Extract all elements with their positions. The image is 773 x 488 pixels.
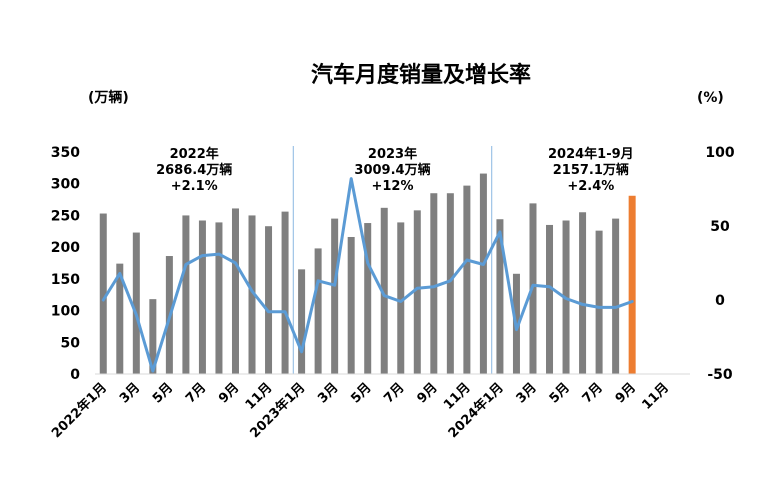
sales-bar-23: [463, 185, 471, 374]
growth-point-30: [581, 303, 584, 306]
growth-point-4: [152, 370, 154, 372]
sales-bar-14: [314, 248, 322, 374]
sales-bar-8: [215, 222, 223, 374]
sales-bar-18: [380, 207, 388, 374]
growth-point-5: [168, 316, 171, 319]
growth-point-1: [102, 299, 105, 301]
sales-bar-4: [149, 299, 157, 374]
growth-point-18: [383, 294, 386, 297]
sales-bar-24: [479, 173, 487, 374]
growth-line-series: [101, 177, 634, 373]
left-tick-label-0: 0: [70, 367, 80, 383]
right-axis-unit: (%): [697, 90, 724, 106]
sales-bar-16: [347, 236, 355, 374]
growth-point-9: [234, 262, 237, 264]
growth-point-14: [317, 279, 319, 282]
growth-point-21: [433, 285, 435, 288]
left-axis-unit: (万辆): [88, 89, 129, 106]
left-tick-label-5: 250: [51, 208, 80, 224]
right-axis-ticks: -50 0 50 100: [705, 145, 734, 383]
growth-point-20: [416, 287, 419, 289]
right-tick-label-2: 50: [710, 219, 730, 235]
left-tick-label-3: 150: [51, 272, 80, 288]
sales-bar-3: [132, 232, 140, 374]
growth-point-27: [532, 284, 534, 287]
growth-point-23: [466, 259, 468, 261]
sales-bar-25: [496, 219, 504, 374]
growth-point-29: [565, 297, 567, 300]
left-tick-label-6: 300: [51, 177, 80, 193]
sales-bar-33: [628, 195, 636, 374]
period-dividers: [292, 146, 493, 374]
growth-point-12: [284, 311, 286, 313]
sales-bar-7: [198, 220, 206, 374]
growth-point-19: [399, 300, 402, 303]
right-tick-label-0: -50: [707, 367, 733, 383]
sales-bar-30: [579, 212, 587, 374]
sales-bar-31: [595, 230, 603, 374]
growth-point-2: [118, 272, 121, 275]
growth-point-32: [614, 306, 617, 309]
growth-point-22: [449, 279, 452, 282]
growth-point-31: [598, 306, 600, 309]
growth-point-28: [548, 285, 551, 288]
right-tick-label-1: 0: [715, 293, 725, 309]
sales-bar-22: [446, 193, 454, 374]
left-tick-label-1: 50: [61, 335, 81, 351]
sales-bar-10: [248, 215, 256, 374]
growth-point-15: [333, 284, 336, 287]
growth-point-8: [218, 253, 220, 255]
sales-bar-2: [116, 263, 124, 374]
annotation-2-line-1: 2023年: [368, 146, 417, 162]
sales-bar-19: [397, 222, 405, 374]
right-tick-label-3: 100: [705, 145, 734, 161]
annotation-1-line-2: 2686.4万辆: [156, 162, 232, 178]
sales-bar-1: [99, 213, 107, 374]
growth-point-11: [267, 311, 270, 313]
annotation-3-line-1: 2024年1-9月: [548, 146, 634, 162]
sales-bar-6: [182, 215, 190, 374]
growth-point-16: [350, 177, 352, 180]
left-tick-label-4: 200: [51, 240, 80, 256]
growth-point-7: [201, 254, 204, 257]
growth-point-17: [366, 262, 369, 264]
sales-bar-9: [231, 208, 239, 374]
annotation-3-line-2: 2157.1万辆: [553, 162, 629, 178]
growth-point-10: [251, 290, 253, 292]
growth-point-26: [515, 328, 518, 331]
sales-bar-17: [364, 223, 372, 374]
annotation-1-line-1: 2022年: [170, 146, 219, 162]
left-tick-label-7: 350: [51, 145, 80, 161]
sales-bar-15: [331, 218, 339, 374]
left-axis-ticks: 0 50 100 150 200 250 300 350: [51, 145, 80, 383]
sales-bar-12: [281, 211, 289, 374]
annotation-2-line-3: +12%: [371, 179, 413, 194]
sales-bar-13: [298, 269, 306, 374]
growth-point-25: [499, 231, 501, 233]
sales-bar-21: [430, 193, 438, 374]
chart-title: 汽车月度销量及增长率: [311, 62, 531, 88]
growth-point-6: [185, 263, 187, 266]
growth-point-33: [631, 300, 633, 303]
annotation-1-line-3: +2.1%: [171, 179, 218, 194]
growth-point-24: [482, 263, 485, 266]
growth-point-3: [135, 314, 138, 316]
sales-bar-32: [612, 218, 620, 374]
sales-bar-11: [265, 226, 273, 374]
annotation-2-line-2: 3009.4万辆: [354, 162, 430, 178]
sales-bar-28: [546, 224, 554, 374]
annotation-3-line-3: +2.4%: [567, 179, 614, 194]
left-tick-label-2: 100: [51, 304, 80, 320]
growth-point-13: [300, 351, 303, 353]
sales-bar-20: [413, 210, 421, 374]
